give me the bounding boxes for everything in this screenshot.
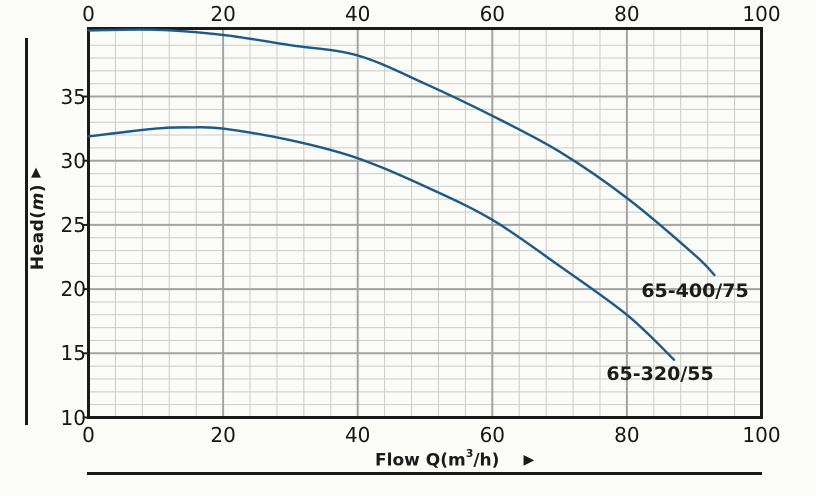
bottom-frame-line xyxy=(87,472,762,475)
x-tick-label: 0 xyxy=(82,2,95,26)
x-tick-label: 40 xyxy=(344,423,371,447)
left-frame-line xyxy=(25,38,28,425)
x-tick-label: 20 xyxy=(210,423,236,447)
y-tick-label: 10 xyxy=(60,405,86,430)
x-tick-label: 20 xyxy=(210,2,236,26)
x-axis-title-superscript: 3 xyxy=(465,447,474,460)
y-tick-label: 35 xyxy=(60,84,86,109)
plot-area xyxy=(82,27,763,419)
series-label-65-320-55: 65-320/55 xyxy=(606,363,714,385)
x-tick-label: 80 xyxy=(614,423,640,447)
series-label-65-400-75: 65-400/75 xyxy=(641,280,749,302)
y-axis-title-suffix: ) xyxy=(28,183,48,193)
x-tick-label: 0 xyxy=(82,423,95,447)
x-tick-label: 100 xyxy=(742,2,781,26)
y-tick-label: 15 xyxy=(60,341,86,366)
y-tick-label: 30 xyxy=(60,148,86,173)
y-tick-label: 25 xyxy=(60,212,86,237)
y-axis-up-arrow-icon: ▲ xyxy=(31,165,41,180)
y-tick-label: 20 xyxy=(60,277,86,302)
x-tick-label: 100 xyxy=(742,423,781,447)
y-axis-title-italic-unit: m xyxy=(28,192,48,211)
x-tick-label: 40 xyxy=(344,2,371,26)
x-axis-right-arrow-icon: ▶ xyxy=(523,451,535,468)
x-axis-title: Flow Q(m3/h) ▶ xyxy=(375,447,535,471)
x-tick-label: 80 xyxy=(614,2,640,26)
y-axis-title: Head(m) xyxy=(28,157,48,297)
x-tick-label: 60 xyxy=(479,2,506,26)
x-axis-title-text: Flow Q(m3/h) xyxy=(375,447,500,471)
y-axis-title-text: Head( xyxy=(28,210,48,271)
x-tick-label: 60 xyxy=(479,423,506,447)
